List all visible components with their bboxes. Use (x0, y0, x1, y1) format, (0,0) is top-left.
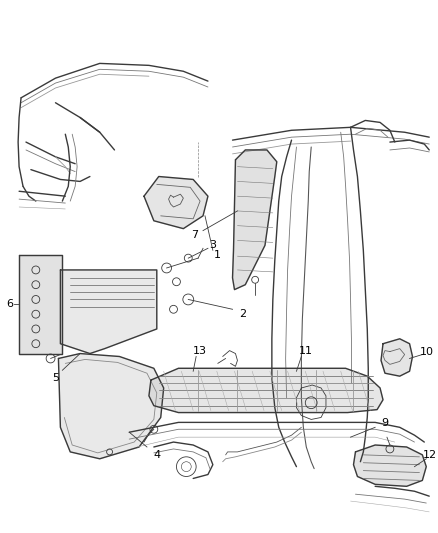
Polygon shape (381, 339, 413, 376)
Text: 7: 7 (191, 230, 198, 239)
Text: 6: 6 (6, 300, 13, 309)
Polygon shape (233, 150, 277, 289)
Polygon shape (149, 368, 383, 413)
Text: 12: 12 (423, 450, 437, 460)
Text: 11: 11 (299, 345, 313, 356)
Polygon shape (144, 176, 208, 229)
Text: 10: 10 (420, 346, 434, 357)
Text: 1: 1 (214, 250, 221, 260)
Text: 9: 9 (381, 418, 389, 429)
Polygon shape (19, 255, 62, 353)
Text: 3: 3 (209, 240, 216, 251)
Polygon shape (60, 270, 157, 353)
Text: 2: 2 (239, 309, 246, 319)
Polygon shape (353, 445, 426, 486)
Text: 5: 5 (52, 373, 59, 383)
Text: 4: 4 (153, 450, 160, 460)
Text: 13: 13 (193, 345, 207, 356)
Polygon shape (58, 353, 164, 459)
